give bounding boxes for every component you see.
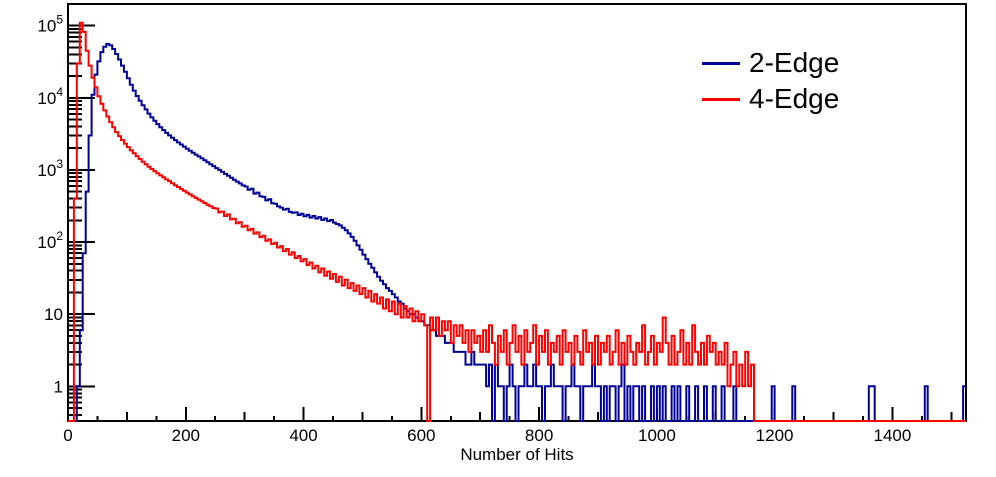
y-tick-label: 102 — [37, 229, 63, 252]
y-tick-label: 105 — [37, 13, 63, 36]
y-tick-label: 104 — [37, 85, 63, 108]
y-axis: 1 10 102 103 104 105 — [37, 3, 95, 416]
x-tick-label: 1200 — [756, 426, 794, 445]
legend-line-4-edge-swatch — [702, 97, 740, 101]
legend-line-2-edge-swatch — [702, 61, 740, 65]
legend-item-4-edge: 4-Edge — [702, 81, 839, 117]
series-line-4-edge — [68, 21, 966, 422]
x-tick-label: 200 — [172, 426, 200, 445]
legend-label-4-edge: 4-Edge — [749, 83, 840, 114]
legend-label-2-edge: 2-Edge — [749, 47, 840, 78]
x-tick-label: 1000 — [638, 426, 676, 445]
x-axis: 0 200 400 600 800 1000 1200 1400 — [63, 407, 953, 445]
x-axis-title: Number of Hits — [460, 445, 573, 464]
y-tick-label: 1 — [54, 377, 63, 396]
x-tick-label: 600 — [407, 426, 435, 445]
legend: 2-Edge 4-Edge — [702, 45, 839, 117]
y-tick-label: 10 — [44, 305, 63, 324]
y-tick-label: 103 — [37, 157, 63, 180]
x-tick-label: 1400 — [873, 426, 911, 445]
x-tick-label: 400 — [289, 426, 317, 445]
x-tick-label: 800 — [525, 426, 553, 445]
legend-item-2-edge: 2-Edge — [702, 45, 839, 81]
x-tick-label: 0 — [63, 426, 72, 445]
